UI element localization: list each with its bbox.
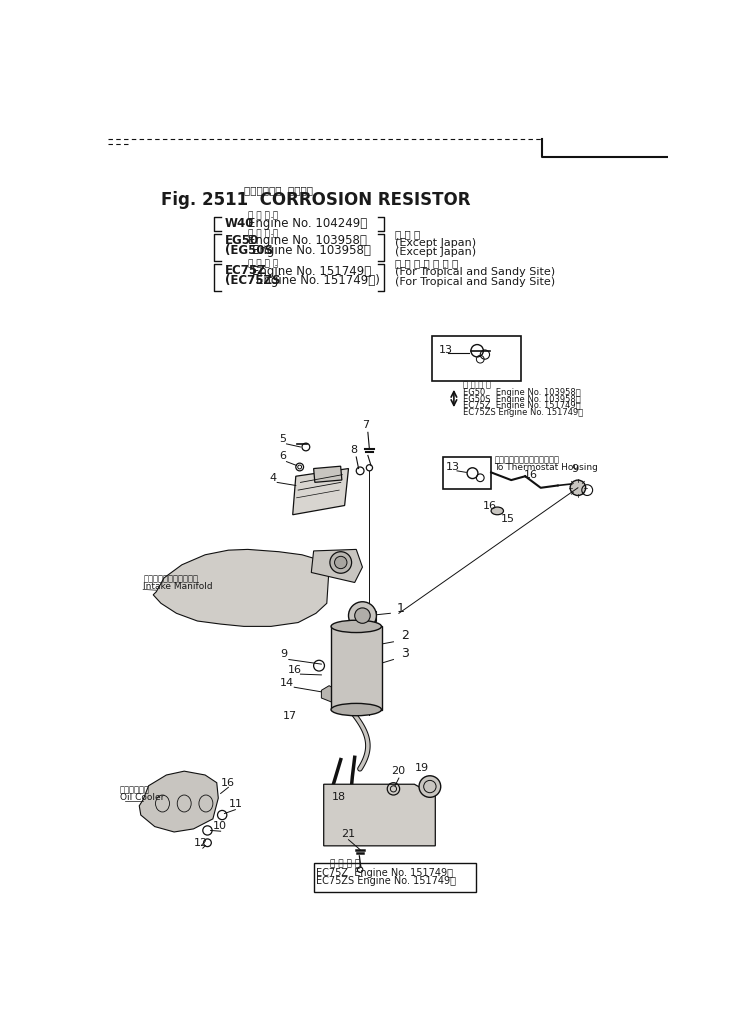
Ellipse shape (240, 585, 255, 599)
Text: To Thermostat Housing: To Thermostat Housing (494, 463, 598, 472)
Text: Intake Manifold: Intake Manifold (143, 582, 213, 591)
Text: EC75ZS Engine No. 151749～: EC75ZS Engine No. 151749～ (316, 876, 456, 886)
Text: 7: 7 (362, 420, 370, 430)
Ellipse shape (331, 620, 381, 633)
Bar (332, 626, 382, 710)
Ellipse shape (213, 585, 229, 599)
Ellipse shape (186, 588, 201, 602)
Bar (314, 862, 476, 892)
Circle shape (335, 556, 347, 569)
Text: 16: 16 (482, 500, 496, 511)
Text: Engine No. 104249～: Engine No. 104249～ (248, 217, 367, 230)
Text: (Except Japan): (Except Japan) (395, 238, 476, 248)
Text: 9: 9 (280, 649, 287, 659)
Text: EG50    Engine No. 103958～: EG50 Engine No. 103958～ (463, 387, 581, 397)
Text: 6: 6 (279, 452, 286, 462)
Text: EC75ZS Engine No. 151749～: EC75ZS Engine No. 151749～ (463, 409, 583, 417)
Text: 9: 9 (571, 464, 579, 474)
Text: 19: 19 (414, 763, 428, 773)
Text: EC75Z  Engine No. 151749～: EC75Z Engine No. 151749～ (463, 402, 581, 411)
Text: 11: 11 (229, 799, 243, 810)
Bar (432, 336, 522, 380)
Text: Engine No. 151749～: Engine No. 151749～ (252, 264, 371, 278)
Text: 16: 16 (524, 470, 538, 480)
Ellipse shape (331, 704, 381, 716)
Text: 5: 5 (279, 433, 286, 443)
Text: 適 用 号 機: 適 用 号 機 (248, 212, 278, 221)
Text: 8: 8 (350, 445, 357, 456)
Polygon shape (153, 549, 329, 626)
Circle shape (570, 480, 585, 495)
Text: 4: 4 (269, 473, 277, 483)
Bar (443, 457, 491, 489)
Text: 15: 15 (501, 515, 515, 525)
Ellipse shape (236, 581, 260, 602)
Polygon shape (321, 685, 339, 704)
Circle shape (330, 551, 352, 574)
Text: 21: 21 (341, 829, 355, 839)
Text: 12: 12 (194, 838, 208, 848)
Polygon shape (139, 771, 218, 832)
Text: 1: 1 (396, 602, 404, 614)
Text: Fig. 2511  CORROSION RESISTOR: Fig. 2511 CORROSION RESISTOR (161, 191, 470, 210)
Ellipse shape (182, 584, 205, 605)
Text: 3: 3 (401, 647, 409, 660)
Text: コロージョン  レジスタ: コロージョン レジスタ (244, 185, 313, 195)
Ellipse shape (491, 507, 504, 515)
Text: Oil Cooler: Oil Cooler (120, 792, 164, 801)
Circle shape (355, 608, 370, 623)
Text: EG50: EG50 (225, 235, 259, 247)
Polygon shape (292, 469, 349, 515)
Text: 16: 16 (220, 778, 234, 788)
Bar (314, 466, 342, 482)
Bar (349, 611, 376, 621)
Text: インテイクマニホールド: インテイクマニホールド (143, 574, 198, 583)
Text: オイルクーラ: オイルクーラ (120, 785, 150, 794)
Text: 適 用 号 機: 適 用 号 機 (463, 380, 491, 388)
Text: サーモスタットハウジングへ: サーモスタットハウジングへ (494, 456, 559, 465)
Ellipse shape (209, 581, 232, 602)
Text: Engine No. 103958～: Engine No. 103958～ (248, 235, 367, 247)
Text: (EG50S: (EG50S (225, 244, 272, 256)
Text: 13: 13 (439, 345, 453, 355)
Circle shape (349, 602, 376, 630)
Circle shape (419, 776, 441, 797)
Text: 適 用 号 機: 適 用 号 機 (248, 259, 278, 268)
Text: Engine No. 151749～): Engine No. 151749～) (256, 274, 380, 287)
Ellipse shape (267, 587, 283, 601)
Text: EC75Z  Engine No. 151749～: EC75Z Engine No. 151749～ (316, 868, 453, 878)
Text: (For Tropical and Sandy Site): (For Tropical and Sandy Site) (395, 267, 555, 278)
Text: 17: 17 (283, 711, 297, 721)
Polygon shape (312, 549, 362, 583)
Text: 熱 帯 砂 塵 地 仕 様: 熱 帯 砂 塵 地 仕 様 (395, 258, 459, 268)
Text: 適 用 号 機: 適 用 号 機 (248, 229, 278, 238)
Text: EC75Z: EC75Z (225, 264, 266, 278)
Text: 海 外 向: 海 外 向 (395, 230, 420, 240)
Text: Engine No. 103958～: Engine No. 103958～ (252, 244, 371, 256)
Text: (Except Japan): (Except Japan) (395, 247, 476, 257)
Text: 10: 10 (213, 821, 227, 831)
Ellipse shape (263, 584, 286, 605)
Text: (EC75ZS: (EC75ZS (225, 274, 280, 287)
Text: 20: 20 (391, 766, 405, 776)
Text: 14: 14 (280, 677, 295, 687)
Text: EG50S  Engine No. 103958～: EG50S Engine No. 103958～ (463, 395, 581, 404)
Text: W40: W40 (225, 217, 254, 230)
Text: 適 用 号 機: 適 用 号 機 (330, 859, 360, 869)
Polygon shape (324, 784, 436, 846)
Text: 18: 18 (332, 791, 346, 801)
Text: 16: 16 (288, 664, 302, 674)
Text: (For Tropical and Sandy Site): (For Tropical and Sandy Site) (395, 277, 555, 287)
Text: 13: 13 (446, 462, 460, 472)
Text: 2: 2 (401, 630, 409, 643)
